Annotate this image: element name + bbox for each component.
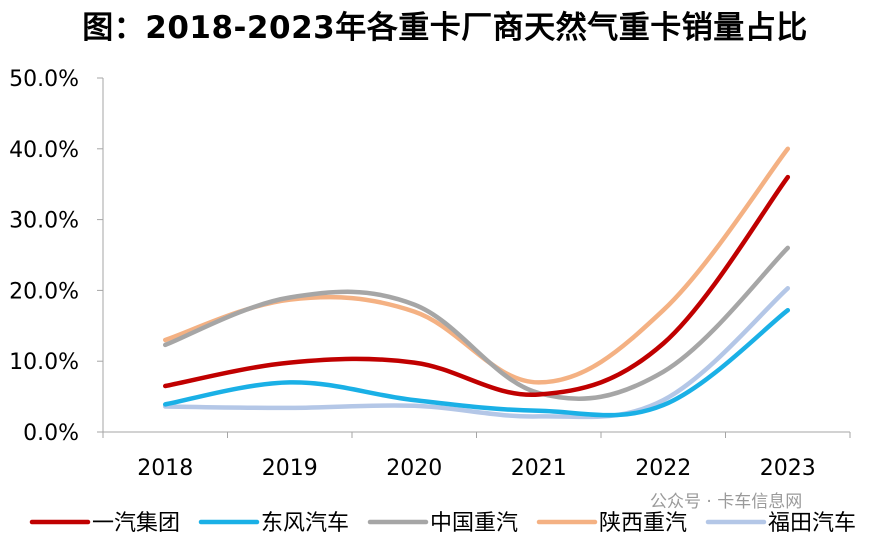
y-tick-label: 40.0% [9, 138, 79, 163]
watermark-text: 公众号 · 卡车信息网 [650, 492, 802, 512]
legend-item: 福田汽车 [705, 511, 856, 536]
x-tick-label: 2022 [635, 456, 691, 481]
legend-label: 福田汽车 [768, 511, 856, 536]
legend: 一汽集团 东风汽车 中国重汽 陕西重汽 福田汽车 [29, 511, 856, 536]
legend-label: 中国重汽 [430, 511, 518, 536]
legend-item: 陕西重汽 [536, 511, 687, 536]
legend-label: 一汽集团 [92, 511, 180, 536]
series-line-5 [163, 286, 791, 420]
x-tick-label: 2023 [760, 456, 816, 481]
axes: 0.0% 10.0% 20.0% 30.0% 40.0% 50.0% 2018 2019 202… [9, 67, 851, 481]
series-line-1 [163, 174, 791, 397]
legend-item: 东风汽车 [198, 511, 349, 536]
legend-item: 一汽集团 [29, 511, 180, 536]
x-tick-label: 2018 [137, 456, 193, 481]
legend-label: 陕西重汽 [599, 511, 687, 536]
y-tick-label: 0.0% [23, 421, 79, 446]
chart-title: 图：2018-2023年各重卡厂商天然气重卡销量占比 [82, 10, 808, 46]
x-tick-label: 2020 [386, 456, 442, 481]
series-lines [163, 146, 791, 420]
legend-item: 中国重汽 [367, 511, 518, 536]
x-tick-label: 2019 [262, 456, 318, 481]
series-line-3 [163, 245, 791, 402]
y-tick-label: 10.0% [9, 350, 79, 375]
y-tick-label: 50.0% [9, 67, 79, 92]
y-tick-label: 20.0% [9, 279, 79, 304]
x-tick-label: 2021 [511, 456, 567, 481]
y-tick-label: 30.0% [9, 209, 79, 234]
series-line-2 [163, 307, 791, 418]
legend-label: 东风汽车 [261, 511, 349, 536]
